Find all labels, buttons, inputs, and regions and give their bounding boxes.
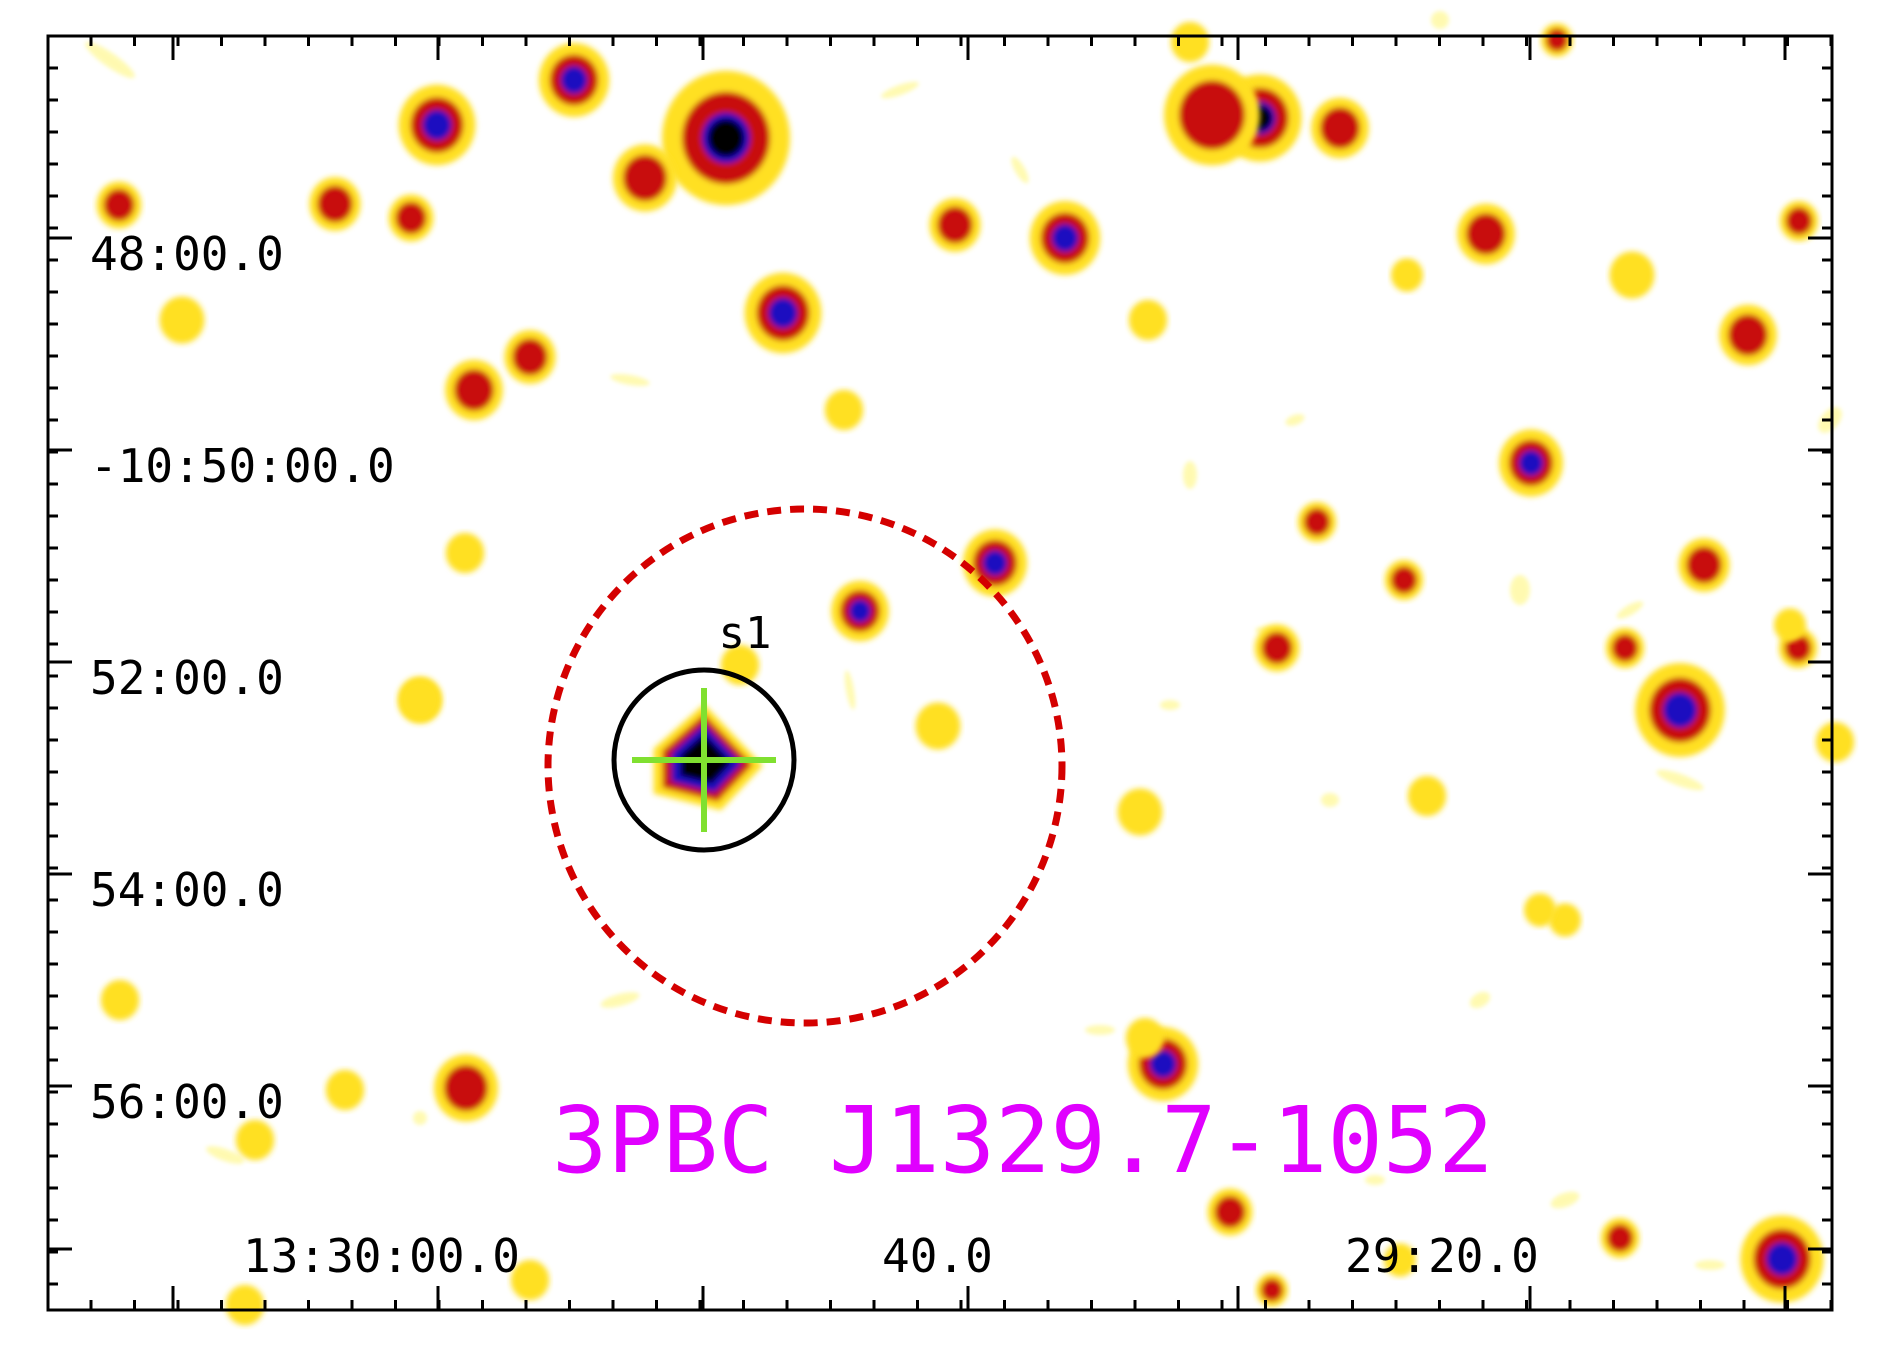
dec-tick-label: 56:00.0: [90, 1075, 284, 1129]
star-source: [398, 84, 476, 166]
star-source: [824, 389, 864, 431]
noise-streak: [1510, 575, 1530, 605]
star-source: [613, 144, 677, 212]
noise-streak: [206, 1146, 244, 1164]
star-source: [510, 1259, 550, 1301]
dec-tick-label: 48:00.0: [90, 227, 284, 281]
star-source: [1407, 775, 1447, 817]
dec-tick-labels: 48:00.0 -10:50:00.0 52:00.0 54:00.0 56:0…: [90, 227, 395, 1129]
star-source: [1384, 559, 1424, 601]
dec-tick-label: 54:00.0: [90, 863, 284, 917]
star-source: [1391, 258, 1423, 292]
star-source: [1600, 1217, 1640, 1259]
ra-tick-labels: 13:30:00.0 40.0 29:20.0: [243, 1229, 1539, 1283]
star-source: [1499, 429, 1563, 497]
star-source: [744, 272, 822, 354]
noise-streak: [85, 41, 135, 79]
noise-streak: [1431, 11, 1449, 29]
star-source: [309, 177, 361, 231]
noise-streak: [600, 992, 640, 1008]
axis-ticks: [48, 36, 1833, 1310]
noise-streak: [1321, 793, 1339, 807]
noise-streak: [881, 81, 919, 99]
star-source: [662, 70, 790, 206]
star-source: [445, 359, 503, 421]
star-source: [159, 296, 205, 344]
star-source: [1779, 200, 1819, 242]
star-source: [1207, 1188, 1253, 1236]
star-source: [1815, 721, 1855, 763]
noise-streak: [1616, 601, 1644, 619]
star-source: [445, 532, 485, 574]
ra-tick-label: 29:20.0: [1345, 1229, 1539, 1283]
noise-streak: [1656, 769, 1704, 791]
star-source: [96, 181, 142, 229]
star-source: [325, 1069, 365, 1111]
star-source: [1029, 201, 1101, 275]
star-source: [1605, 627, 1645, 669]
star-source: [1719, 304, 1777, 366]
source-field: [96, 21, 1855, 1326]
star-source: [1117, 788, 1163, 836]
star-source: [1128, 299, 1168, 341]
star-source: [1774, 608, 1806, 642]
source-name: 3PBC J1329.7-1052: [552, 1087, 1494, 1194]
star-source: [1541, 23, 1573, 57]
noise-streak: [413, 1111, 427, 1125]
star-source: [1170, 21, 1210, 63]
star-source: [831, 580, 889, 642]
star-source: [1740, 1215, 1824, 1303]
star-source: [1524, 893, 1556, 927]
star-source: [915, 702, 961, 750]
star-source: [1635, 662, 1725, 758]
dec-tick-label: 52:00.0: [90, 651, 284, 705]
noise-streak: [610, 373, 650, 387]
star-source: [1256, 1273, 1288, 1307]
star-source: [538, 43, 610, 117]
star-source: [235, 1119, 275, 1161]
star-source: [1297, 501, 1337, 543]
region-circle: [611, 667, 797, 853]
noise-streak: [1365, 1175, 1385, 1185]
noise-streak: [1550, 1191, 1580, 1209]
star-source: [963, 529, 1027, 597]
star-source: [1311, 97, 1369, 159]
star-source: [1164, 64, 1260, 166]
ra-tick-label: 13:30:00.0: [243, 1229, 520, 1283]
star-source: [929, 198, 981, 252]
crosshair-marker: [632, 688, 776, 832]
star-source: [1254, 624, 1300, 672]
ra-tick-label: 40.0: [882, 1229, 993, 1283]
star-source: [1384, 1243, 1416, 1277]
noise-streak: [1285, 414, 1305, 426]
star-source: [400, 679, 440, 721]
star-source: [1125, 1017, 1165, 1059]
error-ellipse: [544, 505, 1066, 1027]
noise-streak: [1160, 700, 1180, 710]
star-source: [1609, 251, 1655, 299]
star-source: [225, 1284, 265, 1326]
noise-streak: [1085, 1025, 1115, 1035]
star-source: [1678, 538, 1730, 592]
star-source: [1457, 203, 1515, 265]
region-label: s1: [719, 608, 772, 659]
noise-streak: [1183, 461, 1197, 489]
noise-streak: [1695, 1260, 1725, 1270]
star-source: [434, 1054, 498, 1122]
noise-streak: [844, 670, 856, 710]
noise-streak: [1469, 991, 1491, 1009]
star-source: [1549, 903, 1581, 937]
dec-tick-label: -10:50:00.0: [90, 439, 395, 493]
plot-frame: [46, 34, 1834, 1312]
star-source: [388, 194, 434, 242]
noise-streak: [1011, 156, 1029, 184]
star-source: [504, 330, 556, 384]
star-source: [100, 979, 140, 1021]
